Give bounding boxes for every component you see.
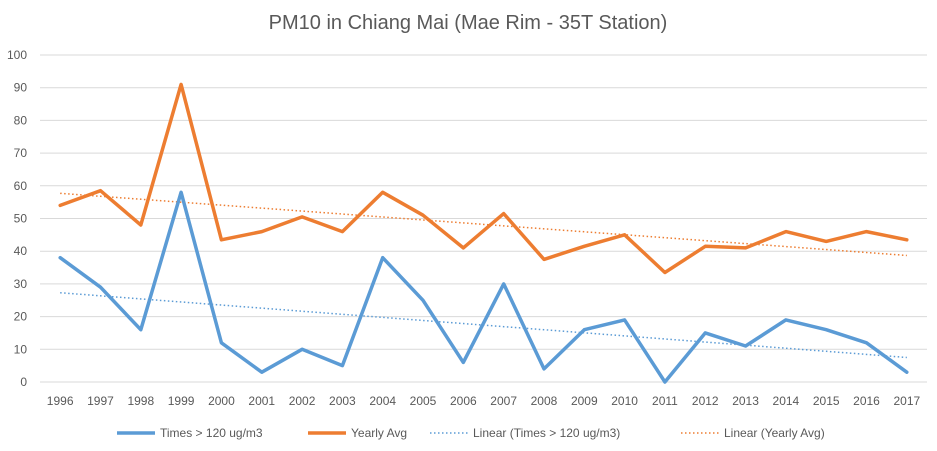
- series-line-1: [58, 82, 909, 275]
- y-tick-label: 60: [14, 179, 28, 193]
- x-tick-label: 2013: [732, 394, 759, 408]
- x-tick-label: 2004: [369, 394, 396, 408]
- x-tick-label: 1997: [87, 394, 114, 408]
- x-tick-label: 2017: [893, 394, 920, 408]
- x-tick-label: 2012: [692, 394, 719, 408]
- x-tick-label: 1996: [47, 394, 74, 408]
- y-axis-ticks: 0 10 20 30 40 50 60 70 80 90 100: [7, 48, 27, 389]
- y-tick-label: 50: [14, 212, 28, 226]
- series-lines: [58, 82, 909, 384]
- y-tick-label: 80: [14, 113, 28, 127]
- x-tick-label: 2010: [611, 394, 638, 408]
- legend-label: Times > 120 ug/m3: [160, 426, 263, 440]
- legend-item-3: Linear (Yearly Avg): [681, 426, 825, 440]
- trendline-1: [60, 192, 907, 257]
- legend-label: Linear (Yearly Avg): [724, 426, 825, 440]
- series-line-0: [58, 190, 909, 384]
- legend: Times > 120 ug/m3 Yearly Avg Linear (Times…: [117, 426, 825, 440]
- chart-title: PM10 in Chiang Mai (Mae Rim - 35T Statio…: [269, 12, 668, 34]
- x-axis-ticks: 1996 1997 1998 1999 2000 2001 2002 2003 2004 2005…: [47, 394, 921, 408]
- x-tick-label: 2001: [248, 394, 275, 408]
- x-tick-label: 2002: [289, 394, 316, 408]
- x-tick-label: 2000: [208, 394, 235, 408]
- x-tick-label: 2005: [410, 394, 437, 408]
- legend-label: Linear (Times > 120 ug/m3): [473, 426, 620, 440]
- y-tick-label: 90: [14, 81, 28, 95]
- x-tick-label: 2003: [329, 394, 356, 408]
- y-tick-label: 10: [14, 342, 28, 356]
- legend-label: Yearly Avg: [351, 426, 407, 440]
- y-tick-label: 70: [14, 146, 28, 160]
- y-tick-label: 30: [14, 277, 28, 291]
- legend-item-1: Yearly Avg: [308, 426, 407, 440]
- y-tick-label: 20: [14, 310, 28, 324]
- y-tick-label: 100: [7, 48, 27, 62]
- x-tick-label: 2014: [773, 394, 800, 408]
- legend-item-0: Times > 120 ug/m3: [117, 426, 263, 440]
- y-tick-label: 40: [14, 244, 28, 258]
- x-tick-label: 2011: [652, 394, 678, 408]
- x-tick-label: 2007: [490, 394, 517, 408]
- x-tick-label: 1998: [127, 394, 154, 408]
- legend-item-2: Linear (Times > 120 ug/m3): [430, 426, 620, 440]
- x-tick-label: 1999: [168, 394, 195, 408]
- x-tick-label: 2016: [853, 394, 880, 408]
- y-tick-label: 0: [20, 375, 27, 389]
- x-tick-label: 2008: [531, 394, 558, 408]
- x-tick-label: 2009: [571, 394, 598, 408]
- x-tick-label: 2006: [450, 394, 477, 408]
- x-tick-label: 2015: [813, 394, 840, 408]
